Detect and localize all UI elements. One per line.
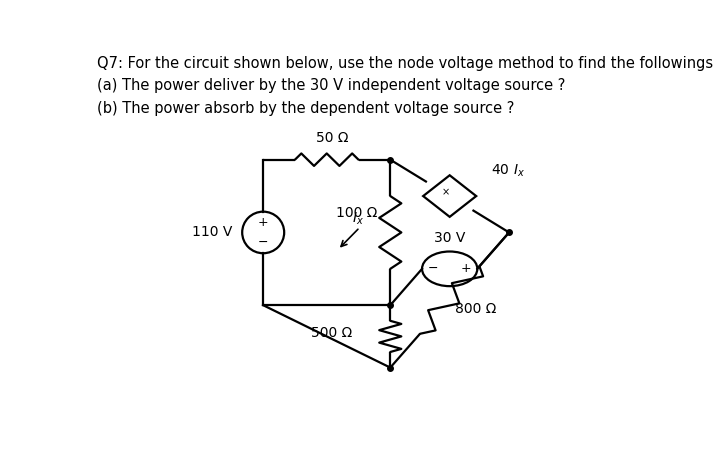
Text: ×: ×: [441, 187, 449, 197]
Text: 40 $I_x$: 40 $I_x$: [491, 162, 525, 179]
Text: $I_x$: $I_x$: [352, 211, 364, 227]
Text: (a) The power deliver by the 30 V independent voltage source ?: (a) The power deliver by the 30 V indepe…: [98, 78, 566, 93]
Text: 50 Ω: 50 Ω: [316, 131, 349, 145]
Text: −: −: [428, 262, 438, 275]
Text: 30 V: 30 V: [434, 231, 466, 245]
Text: Q7: For the circuit shown below, use the node voltage method to find the followi: Q7: For the circuit shown below, use the…: [98, 56, 713, 71]
Text: 110 V: 110 V: [193, 225, 232, 239]
Text: 800 Ω: 800 Ω: [455, 302, 496, 316]
Text: +: +: [461, 262, 471, 275]
Text: (b) The power absorb by the dependent voltage source ?: (b) The power absorb by the dependent vo…: [98, 101, 515, 116]
Text: 500 Ω: 500 Ω: [312, 326, 353, 340]
Text: 100 Ω: 100 Ω: [337, 207, 378, 220]
Text: +: +: [258, 216, 269, 229]
Text: −: −: [258, 236, 268, 249]
